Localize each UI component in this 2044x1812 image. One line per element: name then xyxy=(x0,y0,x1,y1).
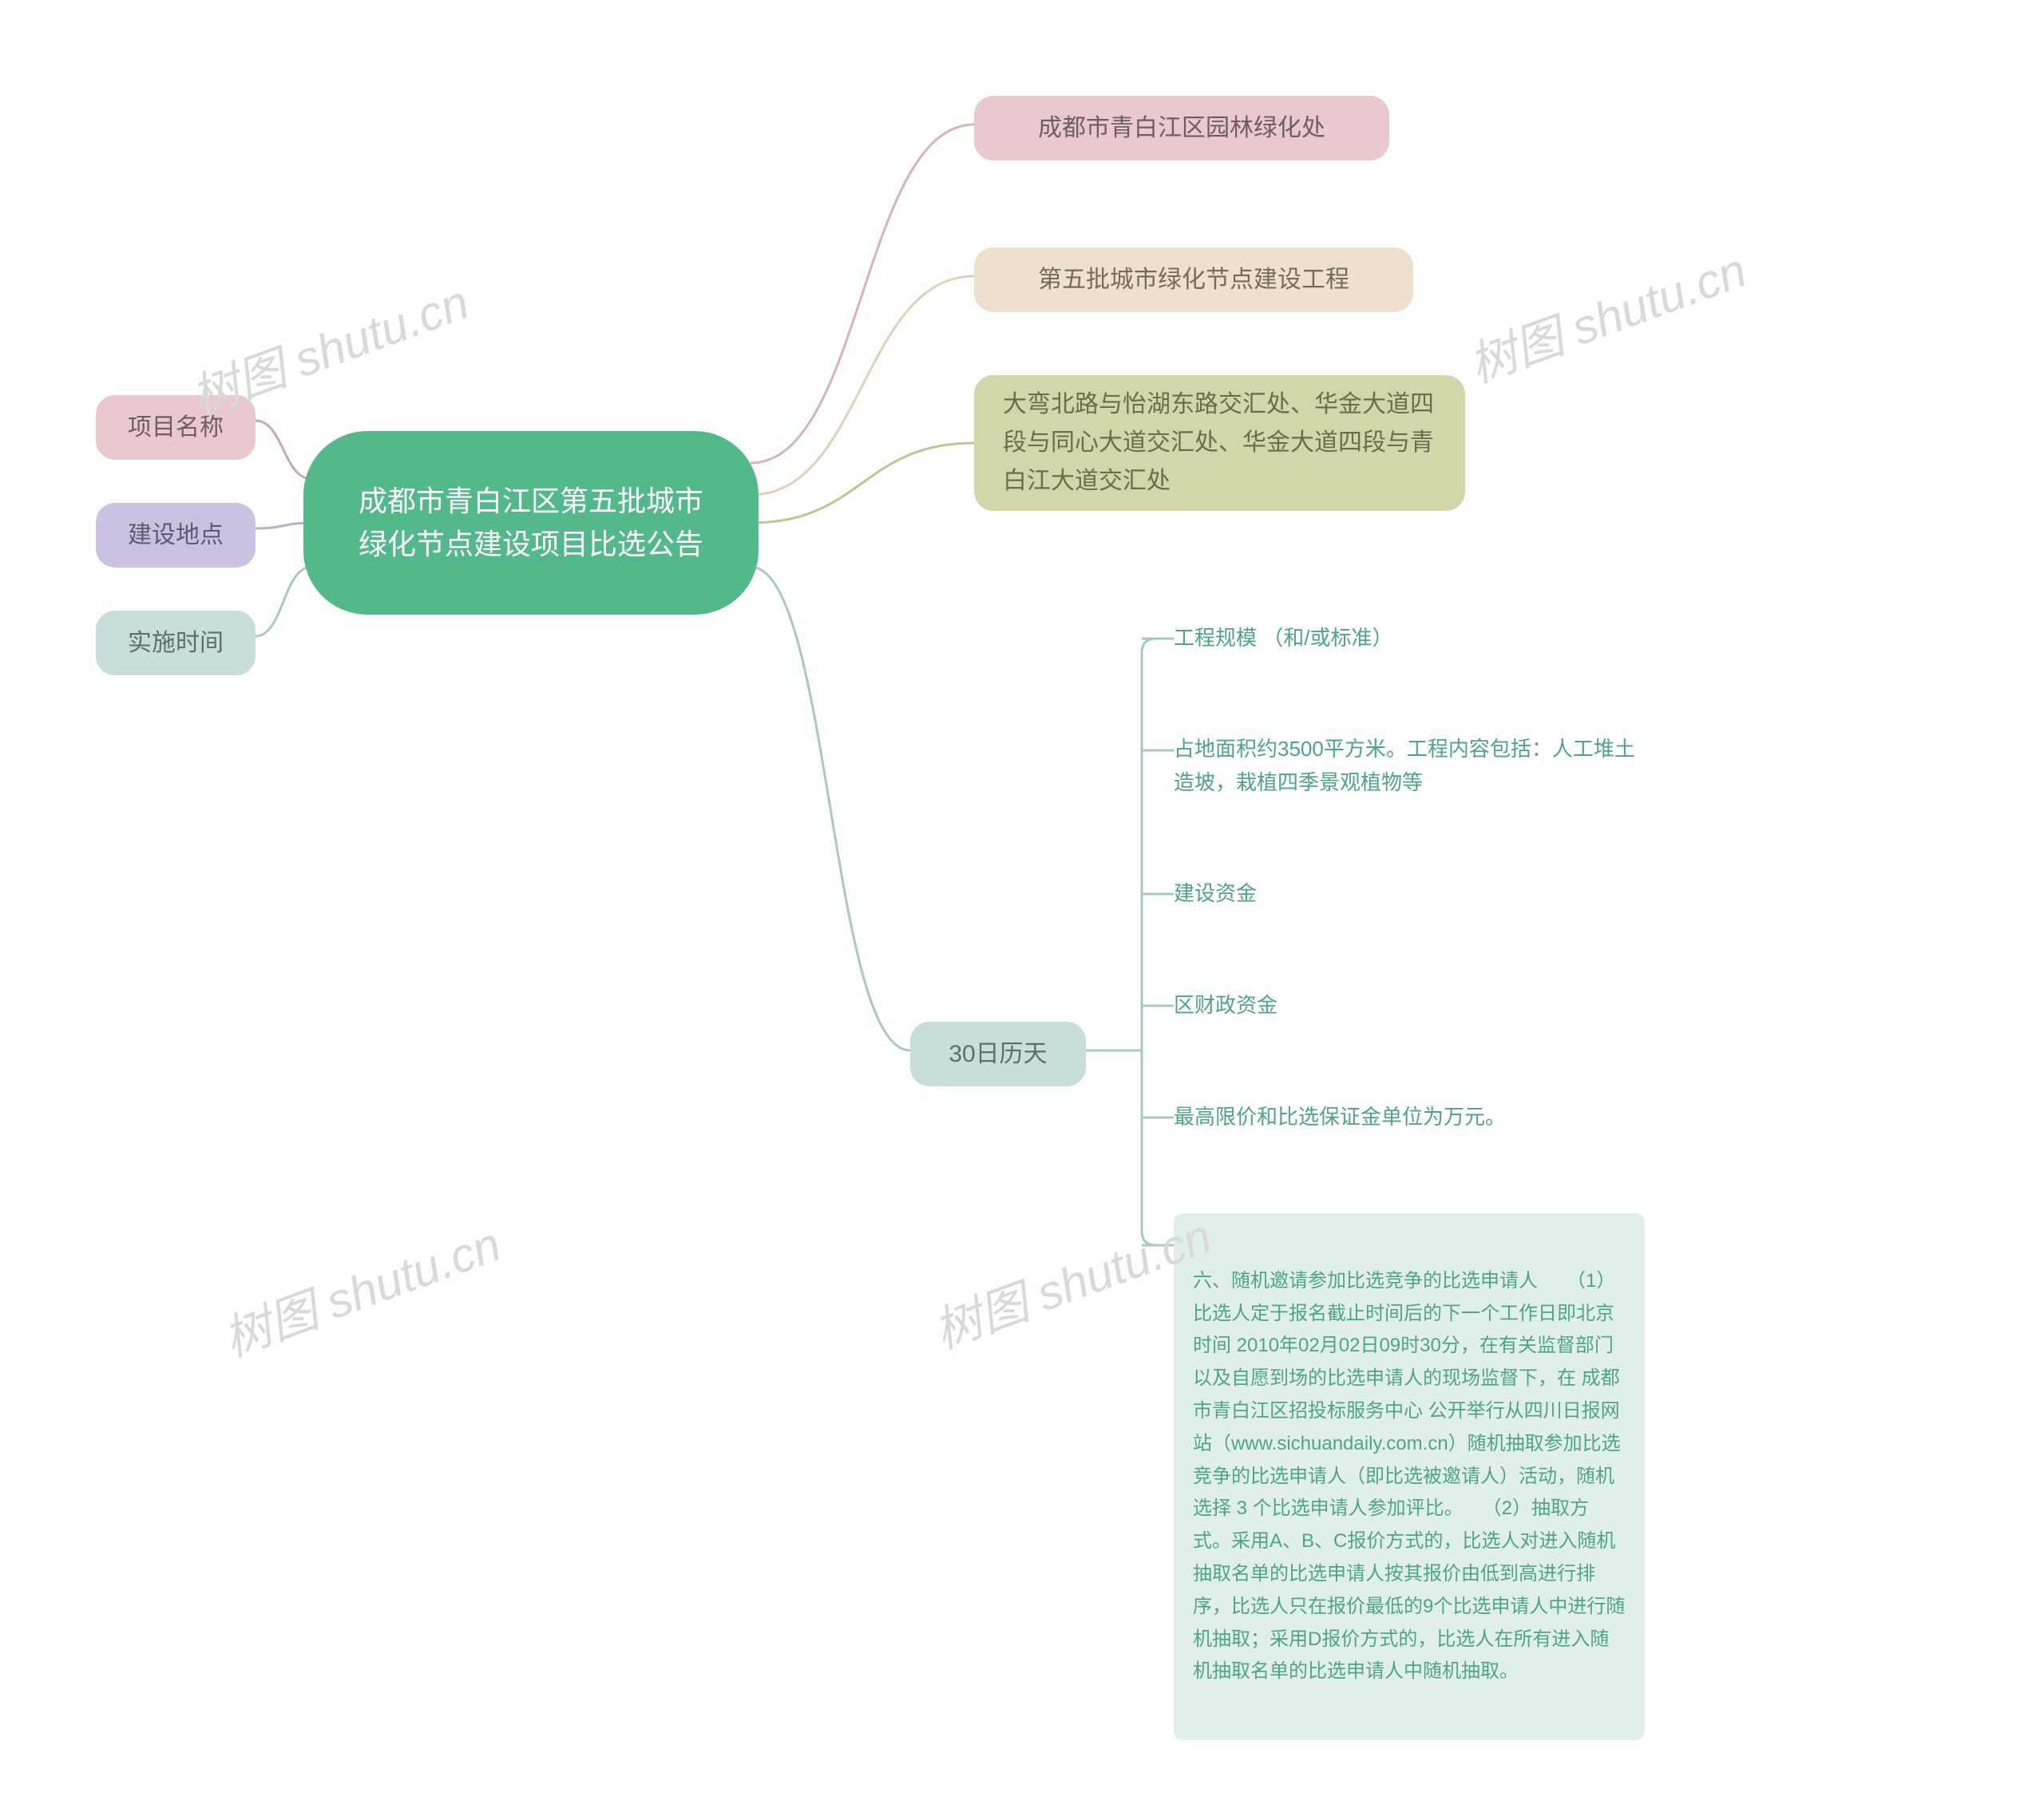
leaf-fund[interactable]: 建设资金 xyxy=(1174,874,1605,914)
leaf-random-invite[interactable]: 六、随机邀请参加比选竞争的比选申请人 （1）比选人定于报名截止时间后的下一个工作… xyxy=(1174,1213,1645,1740)
node-label: 实施时间 xyxy=(128,625,224,661)
left-node-time[interactable]: 实施时间 xyxy=(96,611,256,675)
leaf-area[interactable]: 占地面积约3500平方米。工程内容包括：人工堆土造坡，栽植四季景观植物等 xyxy=(1174,730,1637,802)
leaf-label: 区财政资金 xyxy=(1174,989,1278,1023)
root-label: 成都市青白江区第五批城市绿化节点建设项目比选公告 xyxy=(351,480,711,566)
leaf-label: 六、随机邀请参加比选竞争的比选申请人 （1）比选人定于报名截止时间后的下一个工作… xyxy=(1193,1265,1626,1688)
node-label: 大弯北路与怡湖东路交汇处、华金大道四段与同心大道交汇处、华金大道四段与青白江大道… xyxy=(1003,386,1436,500)
node-label: 成都市青白江区园林绿化处 xyxy=(1038,110,1325,146)
right-node-project[interactable]: 第五批城市绿化节点建设工程 xyxy=(974,247,1413,312)
node-label: 项目名称 xyxy=(128,409,224,445)
root-node[interactable]: 成都市青白江区第五批城市绿化节点建设项目比选公告 xyxy=(303,431,759,615)
leaf-label: 工程规模 （和/或标准） xyxy=(1174,622,1392,655)
watermark: 树图 shutu.cn xyxy=(1458,231,1754,396)
right-node-org[interactable]: 成都市青白江区园林绿化处 xyxy=(974,96,1389,160)
right-node-duration[interactable]: 30日历天 xyxy=(910,1022,1086,1086)
leaf-price[interactable]: 最高限价和比选保证金单位为万元。 xyxy=(1174,1098,1605,1137)
leaf-fund-source[interactable]: 区财政资金 xyxy=(1174,986,1605,1026)
node-label: 建设地点 xyxy=(128,517,224,553)
leaf-label: 最高限价和比选保证金单位为万元。 xyxy=(1174,1101,1506,1134)
leaf-label: 占地面积约3500平方米。工程内容包括：人工堆土造坡，栽植四季景观植物等 xyxy=(1174,733,1637,799)
left-node-location[interactable]: 建设地点 xyxy=(96,503,256,568)
node-label: 第五批城市绿化节点建设工程 xyxy=(1038,262,1349,298)
left-node-project-name[interactable]: 项目名称 xyxy=(96,395,256,460)
right-node-address[interactable]: 大弯北路与怡湖东路交汇处、华金大道四段与同心大道交汇处、华金大道四段与青白江大道… xyxy=(974,375,1465,511)
leaf-scale[interactable]: 工程规模 （和/或标准） xyxy=(1174,619,1605,659)
leaf-label: 建设资金 xyxy=(1174,877,1257,911)
watermark: 树图 shutu.cn xyxy=(212,1205,509,1370)
node-label: 30日历天 xyxy=(949,1036,1047,1072)
